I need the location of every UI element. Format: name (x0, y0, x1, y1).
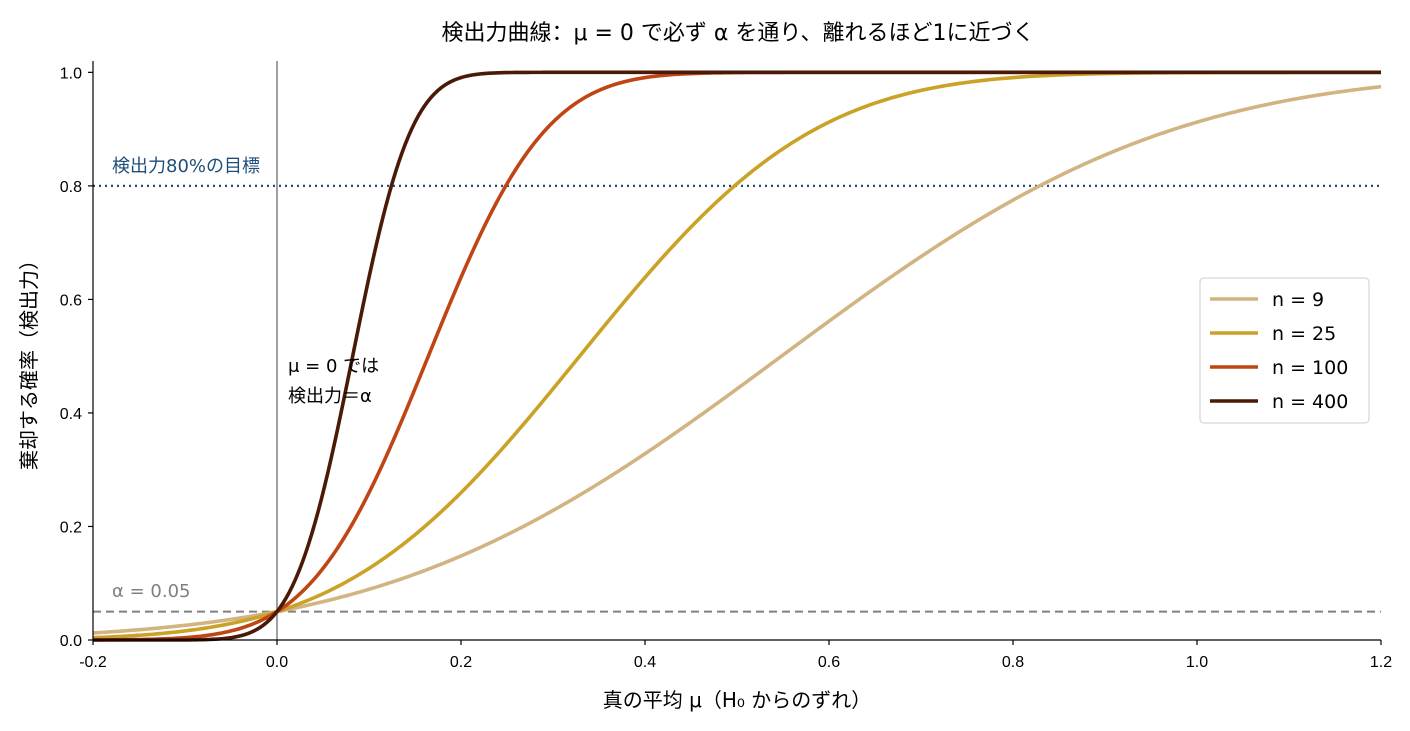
y-tick-label: 0.6 (60, 292, 82, 309)
null-annotation-line2: 検出力＝α (288, 386, 372, 407)
power-curve-series (92, 70, 1381, 642)
x-tick-label: 0.0 (266, 654, 288, 671)
axes (92, 61, 1381, 641)
target-line-label: 検出力80%の目標 (112, 156, 260, 177)
reference-lines (93, 61, 1381, 640)
legend-label: n = 25 (1272, 323, 1336, 345)
x-tick-label: 0.2 (450, 654, 472, 671)
x-tick-label: 1.2 (1370, 654, 1392, 671)
chart-title: 検出力曲線：μ = 0 で必ず α を通り、離れるほど1に近づく (441, 21, 1034, 46)
y-tick-label: 1.0 (60, 65, 82, 82)
power-curve-series (92, 84, 1382, 635)
legend: n = 9 n = 25 n = 100 n = 400 (1199, 277, 1370, 424)
x-tick-label: 0.8 (1002, 654, 1024, 671)
x-tick-label: -0.2 (79, 654, 107, 671)
power-curve-series (92, 70, 1381, 640)
y-axis-ticks: 0.0 0.2 0.4 0.6 0.8 1.0 (60, 65, 93, 650)
legend-label: n = 9 (1272, 289, 1324, 311)
y-tick-label: 0.4 (60, 406, 82, 423)
x-tick-label: 0.4 (634, 654, 656, 671)
x-tick-label: 0.6 (818, 654, 840, 671)
power-curve-series (93, 70, 1381, 642)
legend-label: n = 100 (1272, 357, 1348, 379)
y-tick-label: 0.8 (60, 179, 82, 196)
x-axis-title: 真の平均 μ（H₀ からのずれ） (603, 688, 872, 712)
x-axis-ticks: -0.2 0.0 0.2 0.4 0.6 0.8 1.0 1.2 (79, 640, 1392, 671)
legend-box (1199, 277, 1370, 424)
y-tick-label: 0.2 (60, 519, 82, 536)
legend-label: n = 400 (1272, 391, 1348, 413)
y-tick-label: 0.0 (60, 633, 82, 650)
x-tick-label: 1.0 (1186, 654, 1208, 671)
null-annotation-line1: μ = 0 では (288, 356, 379, 377)
alpha-line-label: α = 0.05 (112, 581, 190, 602)
y-axis-title: 棄却する確率（検出力） (17, 250, 41, 470)
power-curves (92, 70, 1382, 642)
